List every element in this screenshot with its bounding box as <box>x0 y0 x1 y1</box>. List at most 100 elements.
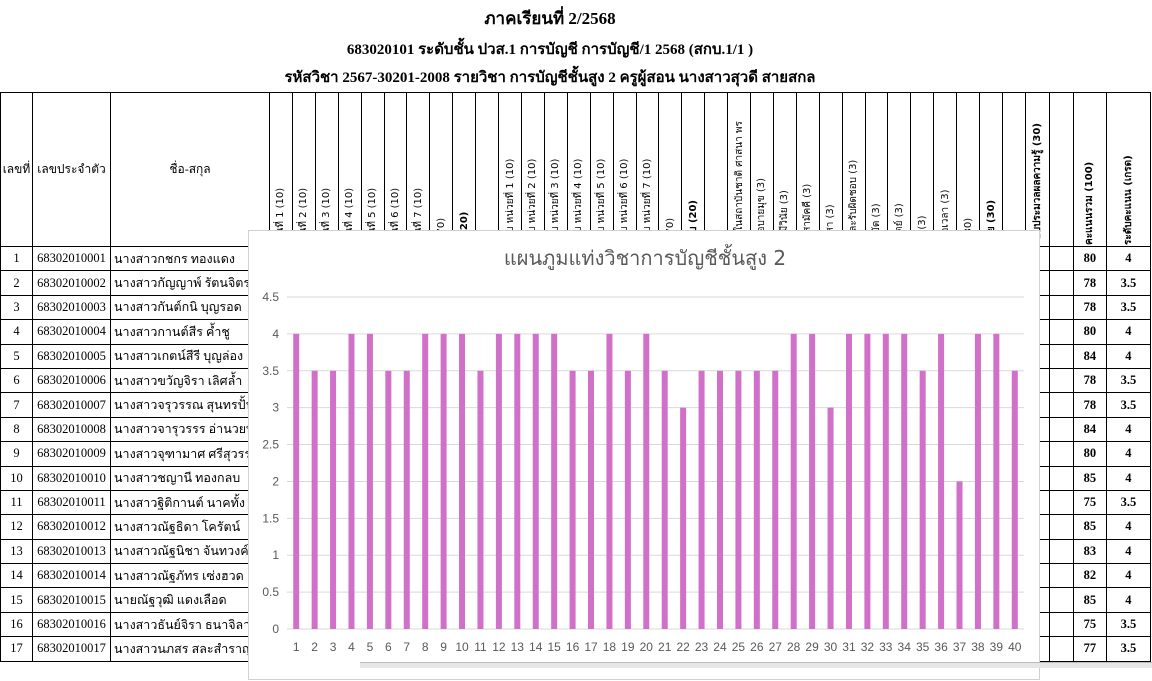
total-score[interactable]: 80 <box>1072 441 1107 467</box>
score-cell[interactable] <box>1048 294 1074 321</box>
total-score[interactable]: 78 <box>1072 392 1107 418</box>
row-number[interactable]: 17 <box>0 636 33 662</box>
total-score[interactable]: 75 <box>1072 489 1107 516</box>
student-id[interactable]: 68302010009 <box>32 441 111 467</box>
total-score[interactable]: 80 <box>1072 245 1107 272</box>
grade[interactable]: 3.5 <box>1105 611 1151 638</box>
grade[interactable]: 4 <box>1105 563 1151 589</box>
student-name[interactable]: นางสาวเกตน์สีรี บุญล่อง <box>110 343 270 369</box>
row-number[interactable]: 16 <box>0 611 33 638</box>
row-number[interactable]: 8 <box>0 416 33 443</box>
total-score[interactable]: 84 <box>1072 343 1107 369</box>
grade[interactable]: 3.5 <box>1105 489 1151 516</box>
student-id[interactable]: 68302010013 <box>32 538 111 565</box>
row-number[interactable]: 6 <box>0 367 33 394</box>
student-name[interactable]: นางสาวจารุวรรร อ่านวยพร <box>110 416 270 443</box>
student-name[interactable]: นางสาวขวัญจิรา เลิศล้ำ <box>110 367 270 394</box>
row-number[interactable]: 9 <box>0 441 33 467</box>
score-cell[interactable] <box>1048 514 1074 540</box>
score-cell[interactable] <box>1048 563 1074 589</box>
score-cell[interactable] <box>1048 587 1074 613</box>
student-id[interactable]: 68302010008 <box>32 416 111 443</box>
total-score[interactable]: 77 <box>1072 636 1107 662</box>
grade[interactable]: 3.5 <box>1105 367 1151 394</box>
grade[interactable]: 3.5 <box>1105 392 1151 418</box>
student-name[interactable]: นางสาวณัฐนิชา จันทวงค์ <box>110 538 270 565</box>
score-cell[interactable] <box>1048 538 1074 565</box>
student-name[interactable]: นางสาวจุฑามาศ ศรีสุวรรณ <box>110 441 270 467</box>
total-score[interactable]: 85 <box>1072 465 1107 491</box>
student-name[interactable]: นางสาวนภสร สละสำราญ <box>110 636 270 662</box>
student-name[interactable]: นายณัฐวุฒิ แดงเลือด <box>110 587 270 613</box>
student-name[interactable]: นางสาวธันย์จิรา ธนาจิลาวัณ <box>110 611 270 638</box>
student-id[interactable]: 68302010014 <box>32 563 111 589</box>
row-number[interactable]: 4 <box>0 319 33 345</box>
grade[interactable]: 4 <box>1105 343 1151 369</box>
student-name[interactable]: นางสาวชญานี ทองกลบ <box>110 465 270 491</box>
student-name[interactable]: นางสาวกันต์กนิ บุญรอด <box>110 294 270 321</box>
student-name[interactable]: นางสาวจรุวรรณ สุนทรปั้น <box>110 392 270 418</box>
row-number[interactable]: 1 <box>0 245 33 272</box>
student-id[interactable]: 68302010012 <box>32 514 111 540</box>
total-score[interactable]: 78 <box>1072 294 1107 321</box>
score-cell[interactable] <box>1048 636 1074 662</box>
score-cell[interactable] <box>1048 441 1074 467</box>
grade[interactable]: 4 <box>1105 514 1151 540</box>
score-cell[interactable] <box>1048 270 1074 296</box>
total-score[interactable]: 85 <box>1072 587 1107 613</box>
student-id[interactable]: 68302010010 <box>32 465 111 491</box>
student-id[interactable]: 68302010005 <box>32 343 111 369</box>
total-score[interactable]: 75 <box>1072 611 1107 638</box>
total-score[interactable]: 80 <box>1072 319 1107 345</box>
score-cell[interactable] <box>1048 611 1074 638</box>
score-cell[interactable] <box>1048 489 1074 516</box>
score-cell[interactable] <box>1048 392 1074 418</box>
row-number[interactable]: 5 <box>0 343 33 369</box>
score-cell[interactable] <box>1048 245 1074 272</box>
student-id[interactable]: 68302010001 <box>32 245 111 272</box>
student-id[interactable]: 68302010017 <box>32 636 111 662</box>
score-cell[interactable] <box>1048 465 1074 491</box>
score-cell[interactable] <box>1048 343 1074 369</box>
grade[interactable]: 3.5 <box>1105 294 1151 321</box>
total-score[interactable]: 84 <box>1072 416 1107 443</box>
score-cell[interactable] <box>1048 416 1074 443</box>
student-name[interactable]: นางสาวกัญญาพ์ รัตนจิตร <box>110 270 270 296</box>
grade[interactable]: 4 <box>1105 245 1151 272</box>
grade[interactable]: 3.5 <box>1105 636 1151 662</box>
row-number[interactable]: 11 <box>0 489 33 516</box>
grade[interactable]: 4 <box>1105 441 1151 467</box>
student-id[interactable]: 68302010003 <box>32 294 111 321</box>
grade[interactable]: 4 <box>1105 538 1151 565</box>
student-id[interactable]: 68302010004 <box>32 319 111 345</box>
row-number[interactable]: 2 <box>0 270 33 296</box>
student-name[interactable]: นางสาวณัฐธิดา โครัตน์ <box>110 514 270 540</box>
total-score[interactable]: 78 <box>1072 270 1107 296</box>
student-name[interactable]: นางสาวกานต์สีร ค้ำชู <box>110 319 270 345</box>
grade[interactable]: 4 <box>1105 416 1151 443</box>
student-id[interactable]: 68302010006 <box>32 367 111 394</box>
student-name[interactable]: นางสาวกชกร ทองแดง <box>110 245 270 272</box>
row-number[interactable]: 15 <box>0 587 33 613</box>
row-number[interactable]: 13 <box>0 538 33 565</box>
grade[interactable]: 3.5 <box>1105 270 1151 296</box>
score-cell[interactable] <box>1048 367 1074 394</box>
score-cell[interactable] <box>1048 319 1074 345</box>
row-number[interactable]: 12 <box>0 514 33 540</box>
student-id[interactable]: 68302010015 <box>32 587 111 613</box>
total-score[interactable]: 82 <box>1072 563 1107 589</box>
total-score[interactable]: 78 <box>1072 367 1107 394</box>
student-name[interactable]: นางสาวณัฐภัทร เซ่งฮวด <box>110 563 270 589</box>
row-number[interactable]: 10 <box>0 465 33 491</box>
student-id[interactable]: 68302010007 <box>32 392 111 418</box>
horizontal-scrollbar[interactable] <box>360 662 1152 668</box>
row-number[interactable]: 14 <box>0 563 33 589</box>
student-id[interactable]: 68302010016 <box>32 611 111 638</box>
bar-chart[interactable]: แผนภูมแท่งวิชาการบัญชีชั้นสูง 2 0 0.5 1 1.5 2… <box>248 230 1040 680</box>
student-id[interactable]: 68302010011 <box>32 489 111 516</box>
grade[interactable]: 4 <box>1105 319 1151 345</box>
grade[interactable]: 4 <box>1105 465 1151 491</box>
student-name[interactable]: นางสาวฐิติกานต์ นาคทั้ง <box>110 489 270 516</box>
student-id[interactable]: 68302010002 <box>32 270 111 296</box>
grade[interactable]: 4 <box>1105 587 1151 613</box>
